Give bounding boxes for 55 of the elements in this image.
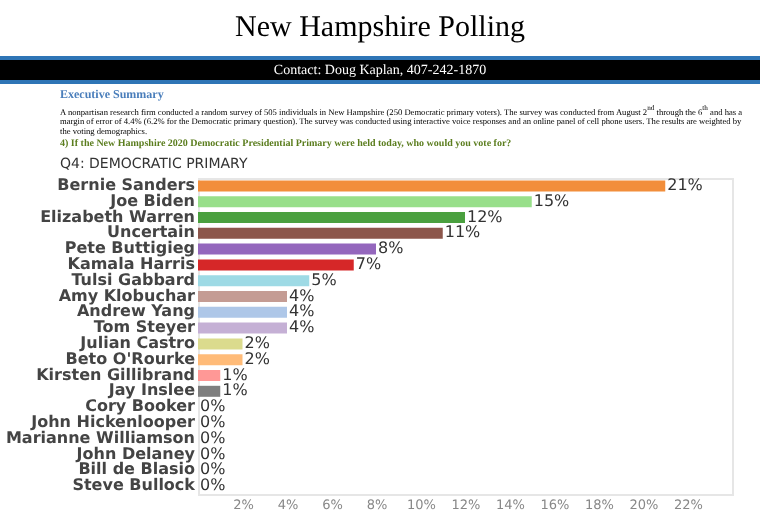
bar (198, 322, 287, 334)
data-label: 15% (533, 191, 571, 210)
data-label: 2% (244, 333, 271, 352)
y-tick-label: Cory Booker (85, 397, 196, 416)
bar (198, 212, 465, 223)
bar (198, 354, 243, 366)
y-tick-label: Kirsten Gillibrand (36, 365, 196, 384)
y-tick-label: Joe Biden (108, 191, 196, 210)
data-label: 5% (311, 270, 338, 289)
y-tick-label: Marianne Williamson (5, 428, 196, 447)
y-tick-label: John Delaney (74, 444, 197, 463)
y-tick-label: Elizabeth Warren (40, 207, 196, 226)
y-tick-label: Jay Inslee (106, 381, 197, 400)
chart-title: New Hampshire Polling (233, 10, 527, 48)
bar (198, 180, 666, 192)
y-tick-label: Amy Klobuchar (58, 286, 196, 305)
data-label: 0% (200, 476, 227, 495)
data-label: 0% (200, 444, 227, 463)
bar (198, 259, 354, 271)
data-label: 0% (200, 412, 227, 431)
bar (198, 243, 376, 255)
bar (198, 338, 243, 350)
data-label: 0% (200, 460, 227, 479)
data-label: 21% (667, 175, 704, 194)
y-tick-label: Uncertain (107, 223, 196, 242)
data-label: 11% (444, 223, 482, 242)
y-tick-label: Beto O'Rourke (65, 349, 197, 368)
bar (198, 275, 310, 287)
data-label: 0% (200, 397, 227, 416)
bar (198, 227, 443, 239)
bar (198, 306, 287, 318)
data-label: 4% (289, 302, 316, 321)
data-label: 1% (222, 381, 249, 400)
data-label: 12% (467, 207, 504, 226)
y-tick-label: Bernie Sanders (57, 175, 196, 194)
data-label: 8% (378, 239, 405, 258)
y-tick-label: John Hickenlooper (29, 412, 196, 431)
y-tick-label: Kamala Harris (67, 254, 196, 273)
y-tick-label: Tom Steyer (93, 318, 196, 337)
y-tick-label: Bill de Blasio (78, 460, 196, 479)
data-label: 7% (355, 254, 382, 273)
y-tick-label: Julian Castro (78, 333, 196, 352)
bar (198, 291, 287, 302)
data-label: 4% (289, 318, 316, 337)
data-label: 4% (289, 286, 316, 305)
y-tick-label: Tulsi Gabbard (71, 270, 196, 289)
y-tick-label: Steve Bullock (72, 476, 197, 495)
bar (198, 196, 532, 208)
y-tick-label: Andrew Yang (76, 302, 196, 321)
data-label: 0% (200, 428, 227, 447)
bar (198, 370, 221, 381)
data-label: 1% (222, 365, 249, 384)
data-label: 2% (244, 349, 271, 368)
bar (198, 385, 221, 397)
y-tick-label: Pete Buttigieg (64, 239, 196, 258)
